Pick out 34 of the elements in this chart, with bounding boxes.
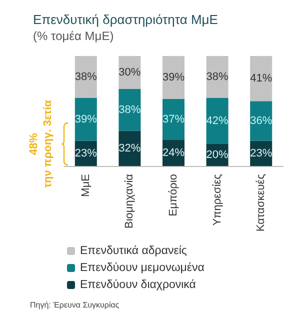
data-label: 36% bbox=[250, 114, 272, 127]
data-label: 38% bbox=[74, 70, 98, 83]
bar bbox=[162, 98, 184, 140]
data-label: 42% bbox=[206, 114, 229, 127]
x-tick-label: Κατασκευές bbox=[255, 174, 268, 232]
data-label: 38% bbox=[206, 70, 229, 83]
chart-subtitle: (% τομέα ΜμΕ) bbox=[33, 29, 114, 43]
legend-label: Επενδυτικά αδρανείς bbox=[80, 245, 188, 257]
data-label: 37% bbox=[162, 113, 185, 126]
data-label: 39% bbox=[162, 71, 185, 84]
data-label: 30% bbox=[118, 66, 141, 78]
bar bbox=[206, 98, 228, 144]
data-label: 32% bbox=[118, 142, 141, 154]
data-label: 23% bbox=[74, 147, 98, 160]
x-tick-label: Βιομηχανία bbox=[124, 173, 136, 228]
x-tick-label: Υπηρεσίες bbox=[211, 174, 224, 226]
bar bbox=[118, 89, 141, 131]
text: 48% την προηγ. 3ετία bbox=[28, 100, 54, 188]
bar bbox=[162, 56, 184, 99]
chart-title: Επενδυτική δραστηριότητα ΜμΕ bbox=[33, 12, 218, 27]
data-label: 38% bbox=[118, 104, 141, 116]
x-tick-label: ΜμΕ bbox=[80, 174, 92, 197]
legend-label: Επενδύουν μεμονωμένα bbox=[80, 262, 205, 274]
x-tick-label: Εμπόριο bbox=[168, 174, 180, 216]
text: Πηγή: Έρευνα Συγκυρίας bbox=[30, 300, 120, 310]
data-label: 39% bbox=[74, 113, 98, 126]
data-label: 20% bbox=[206, 149, 229, 161]
data-label: 41% bbox=[250, 72, 272, 85]
data-label: 24% bbox=[162, 146, 185, 159]
bar bbox=[206, 56, 228, 98]
legend-label: Επενδύουν διαχρονικά bbox=[80, 279, 196, 291]
bar bbox=[74, 56, 97, 98]
data-label: 23% bbox=[250, 147, 272, 160]
bar bbox=[250, 56, 272, 102]
